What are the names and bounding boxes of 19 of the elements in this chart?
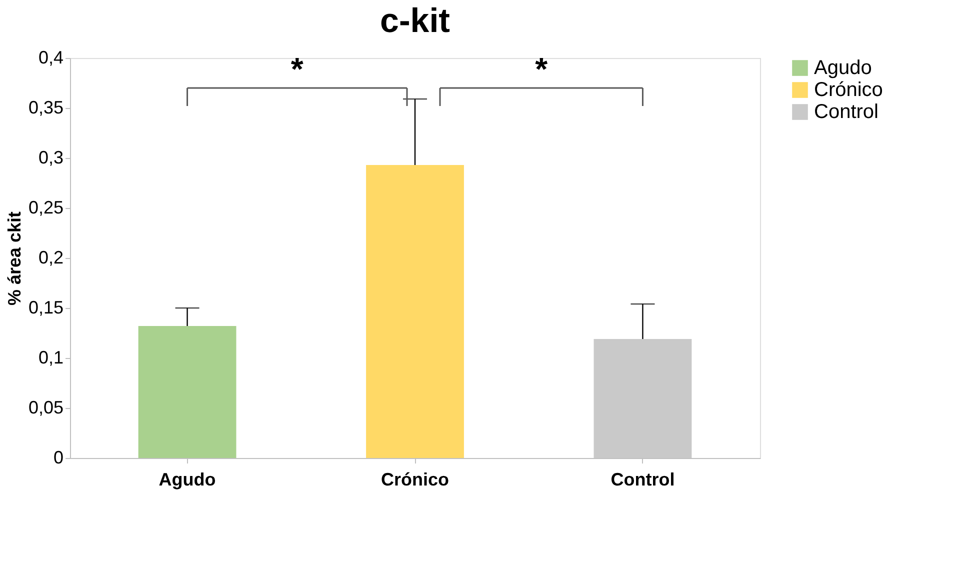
x-tick-label: Crónico (380, 470, 450, 490)
x-tick-label: Control (610, 470, 675, 490)
y-tick-label: 0,25 (28, 198, 64, 218)
annotation: * (535, 51, 548, 87)
y-axis-title: % área ckit (4, 211, 24, 306)
y-tick-label: 0,4 (38, 48, 64, 68)
y-tick-label: 0,1 (38, 348, 64, 368)
y-tick-label: 0,35 (28, 98, 64, 118)
y-tick-label: 0,2 (38, 248, 64, 268)
annotation: * (290, 51, 304, 87)
chart-title: c-kit (380, 2, 450, 40)
x-tick-label: Agudo (158, 470, 216, 490)
y-tick-label: 0,05 (28, 398, 64, 418)
legend-label: Crónico (814, 79, 883, 101)
y-tick-label: 0,15 (28, 298, 64, 318)
y-tick-label: 0,3 (38, 148, 64, 168)
legend-label: Control (814, 101, 878, 123)
y-tick-label: 0 (53, 448, 64, 468)
legend-label: Agudo (814, 57, 872, 79)
